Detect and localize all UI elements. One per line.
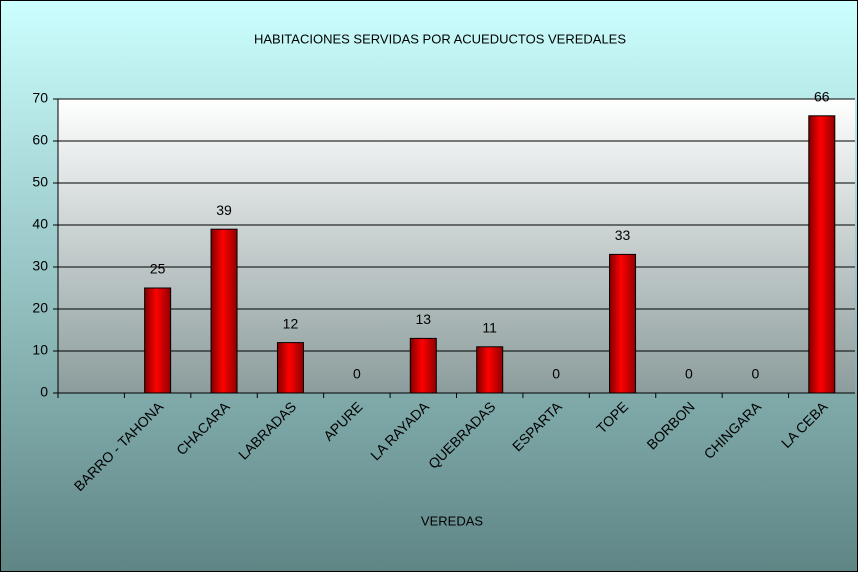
data-label: 39: [216, 202, 232, 218]
data-label: 0: [751, 366, 759, 382]
data-label: 0: [353, 366, 361, 382]
y-tick-label: 70: [32, 90, 48, 106]
bar: [808, 115, 836, 394]
y-tick-label: 50: [32, 174, 48, 190]
data-label: 11: [482, 320, 497, 336]
bar: [276, 342, 304, 394]
y-tick-label: 10: [32, 342, 48, 358]
bar: [144, 287, 172, 394]
y-tick-label: 60: [32, 132, 48, 148]
bar: [609, 253, 637, 394]
data-label: 33: [615, 227, 631, 243]
y-tick-label: 30: [32, 258, 48, 274]
chart-title: HABITACIONES SERVIDAS POR ACUEDUCTOS VER…: [254, 31, 626, 46]
y-tick-label: 40: [32, 216, 48, 232]
data-label: 0: [685, 366, 693, 382]
plot-area: [58, 99, 855, 393]
y-tick-label: 20: [32, 300, 48, 316]
bar: [476, 346, 504, 394]
y-tick-label: 0: [40, 384, 48, 400]
x-axis-label: VEREDAS: [421, 513, 483, 528]
data-label: 12: [283, 315, 299, 331]
data-label: 13: [416, 311, 432, 327]
data-label: 0: [552, 366, 560, 382]
data-label: 25: [150, 261, 166, 277]
data-label: 66: [814, 89, 830, 105]
bar: [409, 337, 437, 394]
bar: [210, 228, 238, 394]
